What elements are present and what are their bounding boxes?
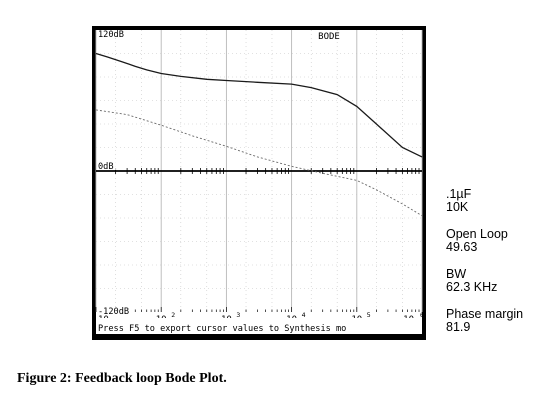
note-bandwidth: BW 62.3 KHz xyxy=(446,268,556,294)
y-tick-label: -120dB xyxy=(98,307,129,317)
y-tick-label-bg xyxy=(97,307,133,315)
y-tick-label-bg xyxy=(97,162,116,170)
note-phase-margin-value: 81.9 xyxy=(446,320,471,334)
status-bar xyxy=(96,318,422,334)
note-phase-margin-label: Phase margin xyxy=(446,307,524,321)
magnitude-series-line xyxy=(95,52,423,158)
side-notes: .1µF 10K Open Loop 49.63 BW 62.3 KHz Pha… xyxy=(446,188,556,348)
x-tick-exponent: 3 xyxy=(236,311,240,319)
x-tick-exponent: 6 xyxy=(420,311,424,319)
tick-marks-layer xyxy=(95,168,422,312)
x-tick-exponent: 2 xyxy=(171,311,175,319)
note-open-loop-value: 49.63 xyxy=(446,240,478,254)
note-bandwidth-value: 62.3 KHz xyxy=(446,280,498,294)
status-text: Press F5 to export cursor values to Synt… xyxy=(98,324,346,334)
note-resistor: 10K xyxy=(446,200,469,214)
y-tick-label-bg xyxy=(97,30,127,38)
note-capacitor-resistor: .1µF 10K xyxy=(446,188,556,214)
phase-series-line xyxy=(95,109,423,217)
note-phase-margin: Phase margin 81.9 xyxy=(446,308,556,334)
chart-title: BODE xyxy=(318,32,340,42)
note-open-loop-label: Open Loop xyxy=(446,227,508,241)
figure-caption: Figure 2: Feedback loop Bode Plot. xyxy=(17,371,227,386)
x-tick-exponent: 4 xyxy=(302,311,306,319)
series-layer xyxy=(95,52,423,217)
note-open-loop: Open Loop 49.63 xyxy=(446,228,556,254)
x-tick-exponent: 5 xyxy=(367,311,371,319)
y-tick-label: 0dB xyxy=(98,162,114,172)
plot-area xyxy=(96,30,422,328)
note-capacitor: .1µF xyxy=(446,187,472,201)
y-tick-label: 120dB xyxy=(98,30,124,40)
title-box xyxy=(314,31,344,41)
note-bandwidth-label: BW xyxy=(446,267,467,281)
